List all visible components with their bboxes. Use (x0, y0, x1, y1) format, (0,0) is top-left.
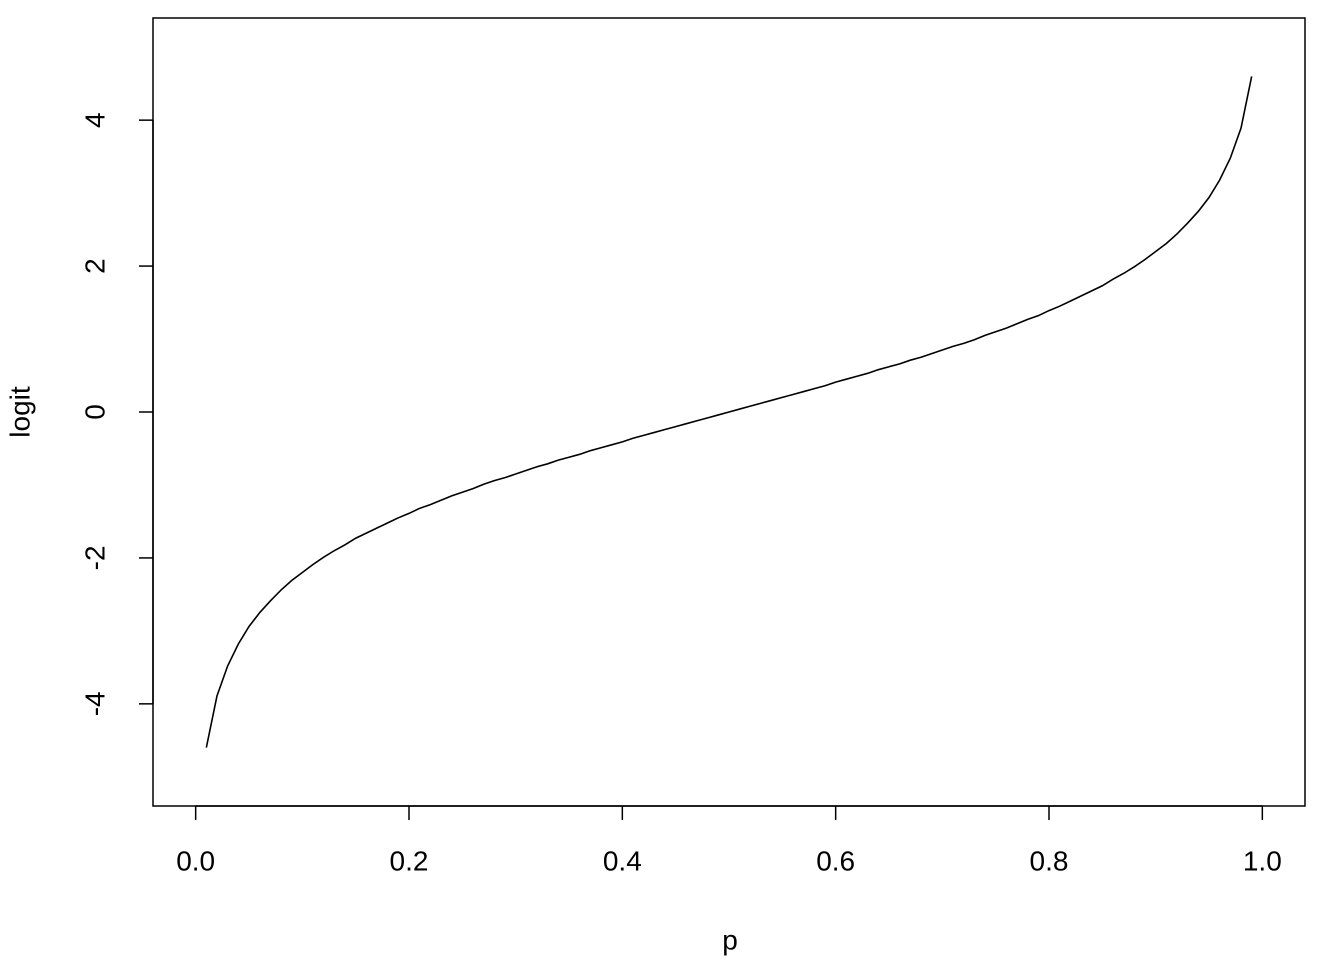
y-tick-label: 2 (79, 258, 110, 274)
y-tick-label: 0 (79, 404, 110, 420)
y-axis-label: logit (4, 386, 35, 438)
x-tick-label: 0.4 (603, 845, 642, 876)
x-tick-label: 1.0 (1243, 845, 1282, 876)
x-tick-label: 0.8 (1030, 845, 1069, 876)
y-tick-label: -4 (79, 691, 110, 716)
curve (205, 76, 1253, 748)
y-tick-label: -2 (79, 545, 110, 570)
y-tick-label: 4 (79, 112, 110, 128)
x-axis-label: p (722, 924, 738, 955)
x-tick-label: 0.0 (176, 845, 215, 876)
x-tick-label: 0.6 (816, 845, 855, 876)
x-tick-label: 0.2 (390, 845, 429, 876)
